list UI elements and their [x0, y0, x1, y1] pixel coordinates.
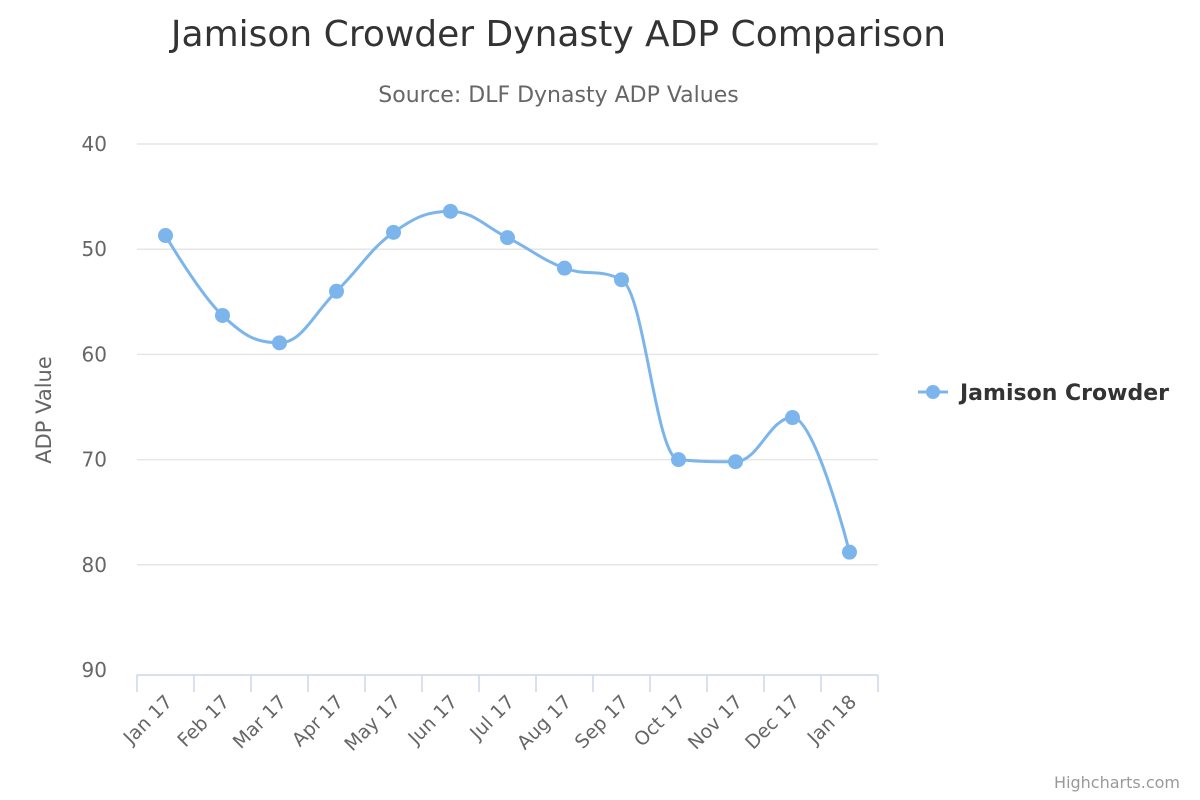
x-tick-label: Sep 17	[571, 691, 633, 753]
data-point[interactable]	[671, 452, 686, 468]
y-tick-label: 40	[82, 132, 107, 156]
series-group	[158, 203, 857, 560]
grid-lines	[137, 143, 878, 566]
x-tick-label: Jan 17	[119, 691, 177, 749]
y-tick-label: 80	[82, 553, 107, 577]
data-point[interactable]	[614, 272, 629, 288]
data-point[interactable]	[272, 335, 287, 351]
data-point[interactable]	[557, 260, 572, 276]
data-point[interactable]	[215, 307, 230, 323]
series-line	[164, 209, 851, 554]
data-point[interactable]	[842, 544, 857, 560]
legend-marker-icon	[926, 385, 940, 399]
x-tick-label: Jun 17	[403, 691, 462, 750]
legend-item-jamison-crowder[interactable]: Jamison Crowder	[958, 381, 1169, 406]
x-tick-label: Mar 17	[229, 691, 291, 753]
x-tick-label: Feb 17	[173, 691, 234, 752]
data-point[interactable]	[329, 283, 344, 299]
y-tick-label: 90	[82, 658, 107, 682]
y-tick-label: 60	[82, 342, 107, 366]
data-point[interactable]	[443, 203, 458, 219]
y-tick-label: 50	[82, 237, 107, 261]
data-point[interactable]	[500, 230, 515, 246]
data-point[interactable]	[728, 454, 743, 470]
x-tick-label: Nov 17	[684, 691, 747, 754]
x-tick-label: Apr 17	[288, 691, 348, 751]
x-tick-label: Jan 18	[803, 691, 861, 749]
x-tick-label: Aug 17	[513, 691, 576, 754]
y-axis-label: ADP Value	[32, 356, 56, 464]
y-tick-label: 70	[82, 448, 107, 472]
data-point[interactable]	[386, 224, 401, 240]
data-point[interactable]	[785, 410, 800, 426]
chart-subtitle: Source: DLF Dynasty ADP Values	[378, 83, 739, 108]
x-tick-label: Dec 17	[741, 691, 804, 754]
x-tick-label: May 17	[340, 691, 405, 756]
y-axis-ticks: 40 50 60 70 80 90	[82, 132, 107, 682]
credits-link[interactable]: Highcharts.com	[1054, 773, 1180, 792]
legend[interactable]: Jamison Crowder	[918, 381, 1169, 406]
data-point[interactable]	[158, 228, 173, 244]
chart-title: Jamison Crowder Dynasty ADP Comparison	[170, 14, 947, 55]
x-tick-label: Oct 17	[630, 691, 690, 751]
x-tick-label: Jul 17	[465, 691, 519, 745]
